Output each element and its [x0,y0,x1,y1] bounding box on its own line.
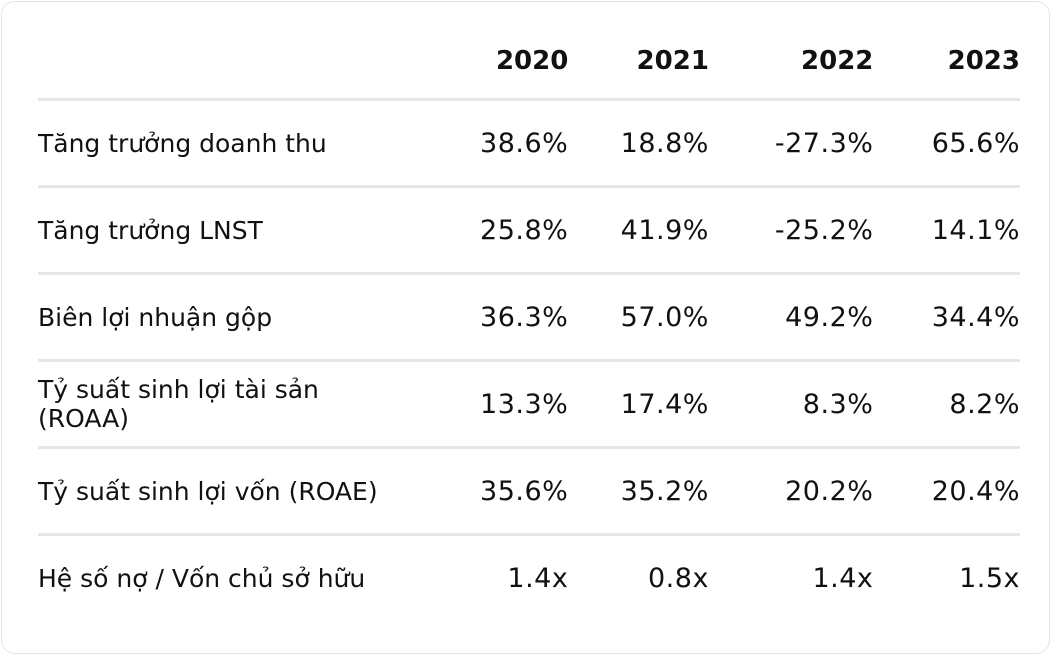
table-cell: -25.2% [708,186,874,275]
header-year-2021: 2021 [568,24,709,101]
header-year-2020: 2020 [405,24,569,101]
table-cell: 57.0% [568,273,709,362]
row-label: Tỷ suất sinh lợi tài sản (ROAA) [38,360,406,449]
table-cell: 41.9% [568,186,709,275]
row-label: Biên lợi nhuận gộp [38,273,406,362]
financial-ratios-table: 2020 2021 2022 2023 Tăng trưởng doanh th… [38,24,1020,620]
table-row: Tăng trưởng doanh thu 38.6% 18.8% -27.3%… [38,99,1020,188]
table-cell: 34.4% [873,273,1020,362]
table-cell: 1.4x [812,562,874,594]
row-label: Hệ số nợ / Vốn chủ sở hữu [38,563,366,593]
table-cell: 17.4% [568,360,709,449]
table-row: Biên lợi nhuận gộp 36.3% 57.0% 49.2% 34.… [38,273,1020,362]
header-row: 2020 2021 2022 2023 [38,24,1020,101]
header-year-2022: 2022 [708,24,874,101]
table-cell: 20.4% [873,447,1020,536]
table-cell: 1.4x [507,562,569,594]
table-cell: 36.3% [405,273,569,362]
table-row: Hệ số nợ / Vốn chủ sở hữu 1.4x 0.8x 1.4x… [38,535,1020,621]
table-cell: 38.6% [405,99,569,188]
table-cell: 35.6% [405,447,569,536]
table-row: Tỷ suất sinh lợi vốn (ROAE) 35.6% 35.2% … [38,447,1020,536]
table-cell: 8.2% [873,360,1020,449]
table-row: Tỷ suất sinh lợi tài sản (ROAA) 13.3% 17… [38,360,1020,449]
table-cell: 13.3% [405,360,569,449]
row-label: Tỷ suất sinh lợi vốn (ROAE) [38,447,406,536]
table-cell: -27.3% [708,99,874,188]
table-cell: 18.8% [568,99,709,188]
table-cell: 25.8% [405,186,569,275]
header-year-2023: 2023 [873,24,1020,101]
row-label: Tăng trưởng LNST [38,186,406,275]
table-row: Tăng trưởng LNST 25.8% 41.9% -25.2% 14.1… [38,186,1020,275]
table-cell: 35.2% [568,447,709,536]
table-cell: 8.3% [708,360,874,449]
table-cell: 0.8x [648,562,709,594]
table-cell: 49.2% [708,273,874,362]
table-cell: 65.6% [873,99,1020,188]
row-label: Tăng trưởng doanh thu [38,99,406,188]
header-label-cell [38,24,406,101]
table-cell: 14.1% [873,186,1020,275]
table-cell: 1.5x [959,562,1020,594]
table-cell: 20.2% [708,447,874,536]
